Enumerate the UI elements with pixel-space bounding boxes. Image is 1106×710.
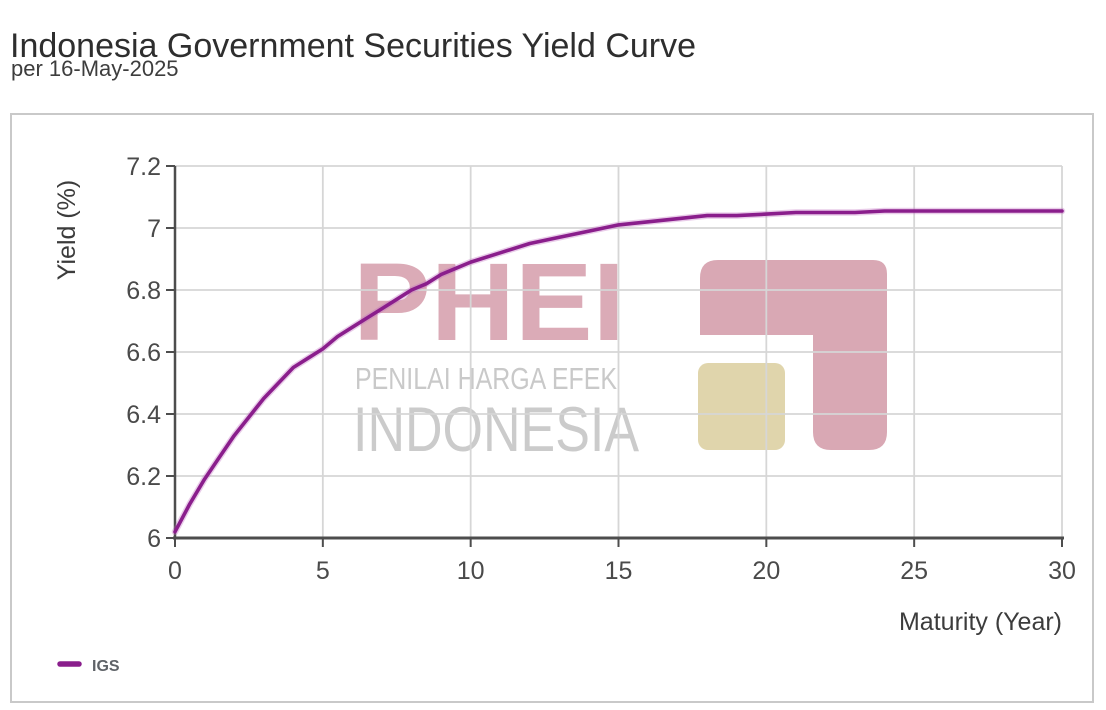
y-tick-label: 7.2 [126, 153, 161, 181]
x-tick-label: 15 [605, 557, 633, 585]
legend-item-igs[interactable]: IGS [57, 658, 120, 675]
phei-watermark: PHEI PENILAI HARGA EFEK INDONESIA [353, 241, 887, 465]
watermark-country-text: INDONESIA [353, 395, 639, 465]
y-tick-label: 6.4 [126, 401, 161, 429]
phei-logo-mark [700, 260, 887, 450]
x-tick-label: 20 [752, 557, 780, 585]
y-tick-label: 6 [147, 525, 161, 553]
y-tick-label: 6.8 [126, 277, 161, 305]
yield-curve-chart: PHEI PENILAI HARGA EFEK INDONESIA 6 6.2 6.… [53, 153, 1076, 675]
x-tick-label: 0 [168, 557, 182, 585]
x-tick-label: 25 [900, 557, 928, 585]
tick-labels: 6 6.2 6.4 6.6 6.8 7 7.2 0 5 10 15 20 25 30 [126, 153, 1076, 585]
y-axis-title: Yield (%) [53, 180, 81, 281]
watermark-tagline-text: PENILAI HARGA EFEK [355, 361, 617, 396]
chart-panel: PHEI PENILAI HARGA EFEK INDONESIA 6 6.2 6.… [10, 113, 1094, 703]
y-tick-label: 7 [147, 215, 161, 243]
legend-label-igs: IGS [92, 658, 120, 675]
x-tick-label: 5 [316, 557, 330, 585]
phei-logo-square [698, 363, 785, 450]
y-tick-label: 6.2 [126, 463, 161, 491]
gridlines [175, 165, 1063, 538]
y-tick-label: 6.6 [126, 339, 161, 367]
x-axis-title: Maturity (Year) [899, 608, 1062, 636]
x-tick-label: 10 [457, 557, 485, 585]
x-tick-label: 30 [1048, 557, 1076, 585]
report-date: per 16-May-2025 [11, 56, 179, 81]
igs-yield-curve-line [173, 209, 1064, 534]
axes [166, 165, 1064, 547]
page-title: Indonesia Government Securities Yield Cu… [10, 26, 697, 65]
watermark-brand-text: PHEI [353, 241, 625, 364]
